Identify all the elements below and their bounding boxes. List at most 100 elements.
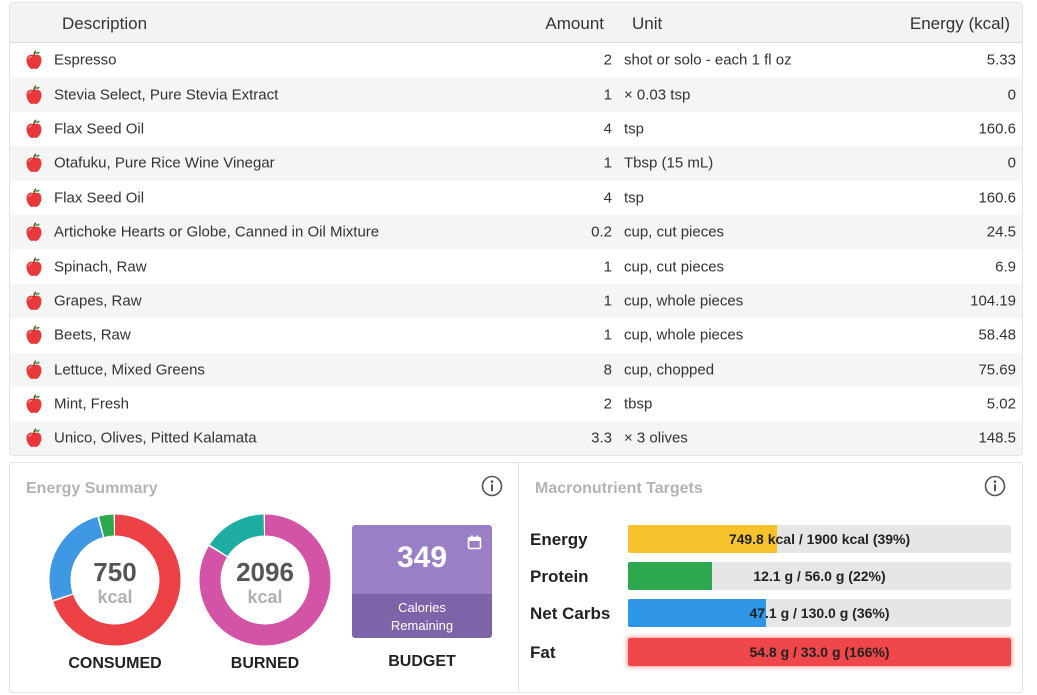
food-amount: 4: [603, 189, 612, 207]
macro-bar-fill: [628, 599, 766, 627]
apple-icon: [26, 428, 42, 448]
macro-name-protein: Protein: [530, 567, 589, 586]
budget-box[interactable]: 349 Calories Remaining: [352, 525, 492, 638]
table-row[interactable]: Flax Seed Oil 4 tsp 160.6: [10, 112, 1022, 146]
food-energy: 160.6: [978, 120, 1016, 138]
column-header-amount[interactable]: Amount: [545, 14, 604, 33]
macro-bar-text: 12.1 g / 56.0 g (22%): [753, 568, 886, 584]
food-amount: 2: [603, 51, 612, 69]
food-amount: 1: [603, 154, 612, 172]
consumed-segment-0: [49, 514, 181, 646]
macro-bar-energy[interactable]: 749.8 kcal / 1900 kcal (39%): [628, 525, 1011, 553]
macro-bar-fill: [628, 562, 713, 590]
food-unit: tsp: [624, 189, 645, 207]
energy-summary-title: Energy Summary: [26, 480, 158, 497]
apple-icon: [26, 394, 42, 414]
column-header-description[interactable]: Description: [62, 14, 148, 33]
food-unit: cup, whole pieces: [624, 292, 744, 310]
table-row[interactable]: Lettuce, Mixed Greens 8 cup, chopped 75.…: [10, 352, 1022, 387]
food-energy: 5.02: [986, 395, 1016, 413]
table-row[interactable]: Mint, Fresh 2 tbsp 5.02: [10, 387, 1022, 421]
apple-icon: [26, 360, 42, 379]
macro-bar-fill: [628, 525, 778, 553]
food-description: Artichoke Hearts or Globe, Canned in Oil…: [54, 223, 380, 241]
food-unit: tbsp: [624, 395, 653, 413]
consumed-donut-chart: [49, 514, 181, 646]
food-description: Mint, Fresh: [54, 395, 130, 413]
macro-bar-net-carbs[interactable]: 47.1 g / 130.0 g (36%): [628, 599, 1011, 627]
apple-icon: [26, 325, 42, 345]
macro-row-net-carbs: Net Carbs 47.1 g / 130.0 g (36%): [530, 599, 1012, 627]
macro-bar-protein[interactable]: 12.1 g / 56.0 g (22%): [628, 562, 1011, 590]
table-row[interactable]: Beets, Raw 1 cup, whole pieces 58.48: [10, 318, 1022, 352]
macro-row-fat: Fat 54.8 g / 33.0 g (166%): [530, 638, 1012, 666]
calendar-icon[interactable]: [467, 535, 482, 550]
table-row[interactable]: Flax Seed Oil 4 tsp 160.6: [10, 181, 1022, 215]
apple-icon: [26, 50, 42, 70]
info-icon[interactable]: [984, 475, 1006, 497]
macro-row-energy: Energy 749.8 kcal / 1900 kcal (39%): [530, 525, 1012, 553]
food-amount: 4: [603, 120, 612, 138]
food-amount: 2: [603, 395, 612, 413]
macro-bar-text: 54.8 g / 33.0 g (166%): [749, 644, 890, 660]
food-unit: × 0.03 tsp: [624, 86, 691, 104]
table-row[interactable]: Unico, Olives, Pitted Kalamata 3.3 × 3 o…: [10, 421, 1022, 455]
food-energy: 58.48: [978, 326, 1016, 344]
table-row[interactable]: Artichoke Hearts or Globe, Canned in Oil…: [10, 214, 1022, 250]
info-icon[interactable]: [481, 475, 503, 497]
food-diary-table: Description Amount Unit Energy (kcal) Es…: [9, 2, 1023, 456]
budget-label: BUDGET: [388, 653, 456, 670]
food-unit: cup, cut pieces: [624, 258, 725, 276]
food-amount: 1: [603, 292, 612, 310]
table-row[interactable]: Espresso 2 shot or solo - each 1 fl oz 5…: [10, 43, 1022, 77]
burned-value: 2096: [236, 557, 294, 587]
food-energy: 148.5: [978, 429, 1016, 447]
table-row[interactable]: Grapes, Raw 1 cup, whole pieces 104.19: [10, 283, 1022, 319]
apple-icon: [26, 188, 42, 207]
food-amount: 1: [603, 86, 612, 104]
table-row[interactable]: Stevia Select, Pure Stevia Extract 1 × 0…: [10, 77, 1022, 112]
macro-bar-text: 47.1 g / 130.0 g (36%): [749, 605, 890, 621]
burned-segment-0: [199, 514, 331, 646]
food-unit: shot or solo - each 1 fl oz: [624, 51, 792, 69]
table-row[interactable]: Otafuku, Pure Rice Wine Vinegar 1 Tbsp (…: [10, 146, 1022, 181]
energy-summary-panel: Energy Summary 750 kcal CONSUMED 2096 kc…: [9, 462, 519, 693]
food-description: Beets, Raw: [54, 326, 131, 344]
table-row[interactable]: Spinach, Raw 1 cup, cut pieces 6.9: [10, 249, 1022, 283]
apple-icon: [26, 257, 42, 276]
macro-bar-fat[interactable]: 54.8 g / 33.0 g (166%): [628, 638, 1011, 666]
consumed-donut: 750 kcal: [49, 514, 181, 646]
burned-donut-chart: [199, 514, 331, 646]
table-body: Espresso 2 shot or solo - each 1 fl oz 5…: [10, 43, 1022, 455]
food-unit: × 3 olives: [624, 429, 688, 447]
food-description: Lettuce, Mixed Greens: [54, 361, 205, 379]
food-description: Stevia Select, Pure Stevia Extract: [54, 86, 279, 104]
food-description: Flax Seed Oil: [54, 120, 145, 138]
food-description: Unico, Olives, Pitted Kalamata: [54, 429, 257, 447]
food-amount: 8: [603, 361, 612, 379]
apple-icon: [26, 85, 42, 104]
macro-name-energy: Energy: [530, 530, 588, 549]
food-energy: 160.6: [978, 189, 1016, 207]
food-amount: 3.3: [591, 429, 612, 447]
column-header-unit[interactable]: Unit: [632, 14, 663, 33]
food-description: Grapes, Raw: [54, 292, 142, 310]
food-energy: 75.69: [978, 361, 1016, 379]
food-energy: 0: [1007, 86, 1016, 104]
column-header-energy[interactable]: Energy (kcal): [909, 14, 1010, 33]
food-energy: 104.19: [970, 292, 1016, 310]
burned-unit: kcal: [247, 587, 283, 607]
food-unit: cup, chopped: [624, 361, 715, 379]
apple-icon: [26, 153, 42, 173]
food-description: Otafuku, Pure Rice Wine Vinegar: [54, 154, 275, 172]
food-energy: 5.33: [986, 51, 1016, 69]
apple-icon: [26, 119, 42, 138]
food-unit: tsp: [624, 120, 645, 138]
macro-row-protein: Protein 12.1 g / 56.0 g (22%): [530, 562, 1012, 590]
consumed-value: 750: [93, 557, 137, 587]
burned-label: BURNED: [230, 655, 300, 672]
macro-bar-text: 749.8 kcal / 1900 kcal (39%): [728, 531, 911, 547]
food-amount: 1: [603, 326, 612, 344]
macronutrient-targets-panel: Macronutrient Targets Energy 749.8 kcal …: [518, 462, 1023, 693]
consumed-segment-1: [49, 514, 181, 646]
